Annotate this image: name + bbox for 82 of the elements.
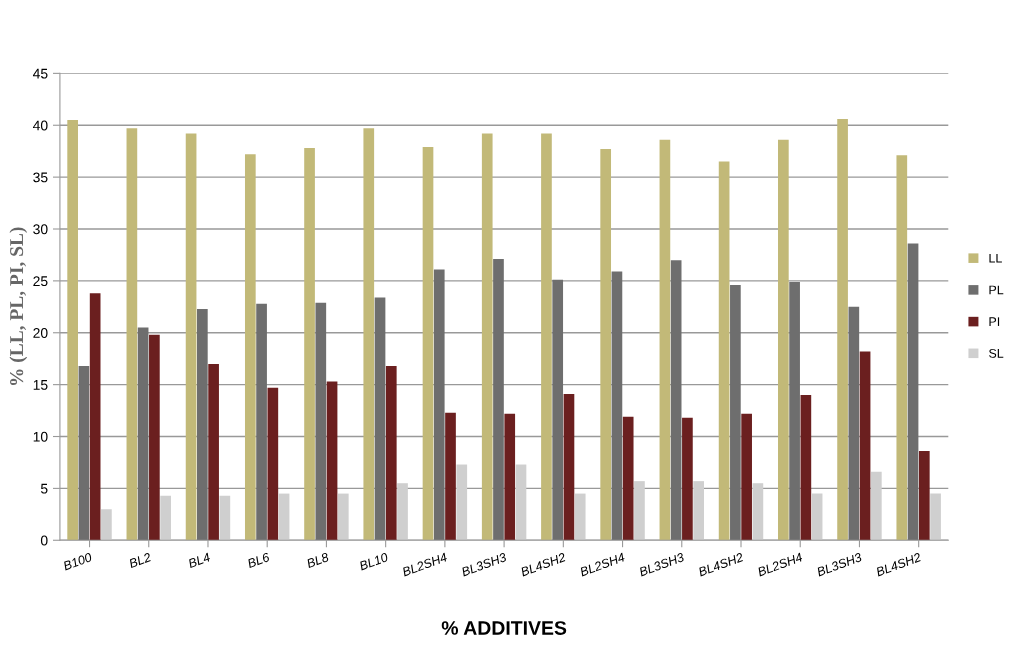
bar [515,464,527,541]
bar [304,148,315,541]
bar [185,133,197,541]
bar [541,133,552,541]
bar [778,139,789,541]
bar [244,154,256,541]
bar [137,327,149,541]
x-tick-label: BL6 [246,552,271,569]
bar [363,128,375,541]
bar [659,139,671,541]
bar [267,387,279,541]
bar [600,149,612,541]
bar [433,269,445,541]
x-tick-label: B100 [62,552,93,571]
bar [800,395,812,541]
y-tick-label: 5 [40,483,48,494]
x-tick-label: BL8 [306,552,330,569]
legend-label: SL [989,348,1004,358]
bar [208,363,219,541]
bar [126,128,138,541]
bar [918,451,930,541]
bar [730,285,741,541]
bar [315,302,327,541]
bar [160,495,171,541]
bar [326,381,338,541]
bar [552,279,564,541]
bar [78,365,90,541]
bar [481,133,493,541]
y-tick-label: 25 [33,276,48,287]
bar [811,493,823,541]
y-axis-title: % (LL, PL, PI, SL) [9,227,28,386]
bar [859,351,871,541]
bar [718,161,730,541]
y-tick-label: 10 [33,431,48,442]
bar [634,481,645,541]
y-tick-label: 20 [33,328,48,338]
legend-label: PL [989,285,1004,295]
bar [848,306,860,541]
bar [930,493,941,541]
bar [752,483,764,541]
x-axis-title: % ADDITIVES [441,621,567,635]
bar [456,464,468,541]
bar [149,334,160,541]
bar [563,393,575,541]
bar [67,120,78,541]
bar [89,293,101,541]
bar [837,119,848,541]
bar [101,509,112,541]
bar [504,413,516,541]
bar [337,493,349,541]
bar [741,413,752,541]
bar [374,297,386,541]
x-tick-label: BL2 [128,552,152,569]
bar [789,281,800,541]
bar [397,483,408,541]
y-tick-label: 15 [33,380,48,390]
bar [422,147,434,541]
legend-label: LL [989,253,1002,263]
bar [256,303,267,541]
bar [870,471,882,541]
bar [896,155,908,541]
bar [611,271,623,541]
y-tick-label: 40 [32,120,48,131]
bar [693,481,704,541]
x-tick-label: BL4 [187,552,211,569]
bar [622,416,634,541]
bar [197,308,208,541]
x-tick-label: BL10 [358,552,389,571]
bar [682,417,693,541]
legend-label: PI [989,317,1000,326]
bar [219,495,231,541]
y-tick-label: 0 [40,535,48,546]
bar [670,260,682,541]
bar [907,243,919,541]
bar [493,259,504,541]
y-tick-label: 30 [33,224,48,235]
bar [574,493,586,541]
bar [278,493,290,541]
bar [445,412,456,541]
y-tick-label: 45 [32,68,48,79]
y-tick-label: 35 [33,172,48,183]
bar [385,365,397,541]
